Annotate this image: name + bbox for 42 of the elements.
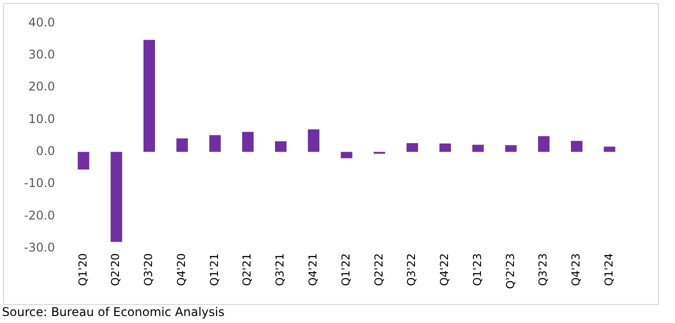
bar bbox=[78, 152, 90, 170]
x-tick-label: Q1'20 bbox=[76, 253, 90, 286]
bar bbox=[406, 143, 418, 152]
x-tick-label: Q3'23 bbox=[536, 253, 550, 286]
x-tick-label: Q2'20 bbox=[109, 253, 122, 286]
y-tick-label: 0.0 bbox=[36, 144, 56, 158]
bar bbox=[209, 135, 221, 152]
bar bbox=[439, 143, 451, 152]
bar bbox=[340, 152, 352, 158]
y-tick-label: 30.0 bbox=[28, 47, 56, 62]
bar bbox=[538, 136, 550, 152]
x-tick-label: Q3'22 bbox=[405, 253, 418, 286]
x-tick-label: Q4'22 bbox=[438, 253, 452, 286]
bar bbox=[505, 145, 517, 152]
x-tick-label: Q1'22 bbox=[339, 253, 352, 286]
x-tick-label: Q4'21 bbox=[306, 253, 320, 286]
bar bbox=[110, 152, 122, 242]
x-tick-label: Q3'21 bbox=[274, 253, 287, 286]
x-tick-label: Q4'23 bbox=[570, 253, 583, 286]
y-tick-label: 20.0 bbox=[28, 80, 56, 94]
x-tick-label: Q2'21 bbox=[240, 253, 254, 286]
bar bbox=[604, 146, 616, 152]
bar bbox=[275, 141, 287, 152]
bar bbox=[472, 144, 484, 152]
x-tick-label: Q1'21 bbox=[208, 253, 221, 286]
x-tick-label: Q2'22 bbox=[372, 253, 386, 286]
x-tick-label: Q3'20 bbox=[142, 253, 156, 286]
y-tick-label: -10.0 bbox=[24, 176, 56, 190]
y-tick-label: 10.0 bbox=[28, 112, 56, 126]
y-tick-label: 40.0 bbox=[28, 15, 56, 30]
y-tick-label: -30.0 bbox=[24, 240, 56, 254]
bar bbox=[242, 132, 254, 152]
x-tick-label: Q'2'23 bbox=[504, 253, 517, 289]
x-tick-label: Q1'24 bbox=[602, 253, 616, 286]
bar bbox=[570, 140, 582, 152]
source-note: Source: Bureau of Economic Analysis bbox=[2, 305, 224, 319]
bar bbox=[143, 40, 155, 152]
bar bbox=[176, 138, 188, 152]
x-tick-label: Q1'23 bbox=[470, 253, 484, 286]
bar bbox=[308, 129, 320, 152]
x-tick-label: Q4'20 bbox=[174, 253, 188, 286]
y-tick-label: -20.0 bbox=[24, 208, 56, 222]
